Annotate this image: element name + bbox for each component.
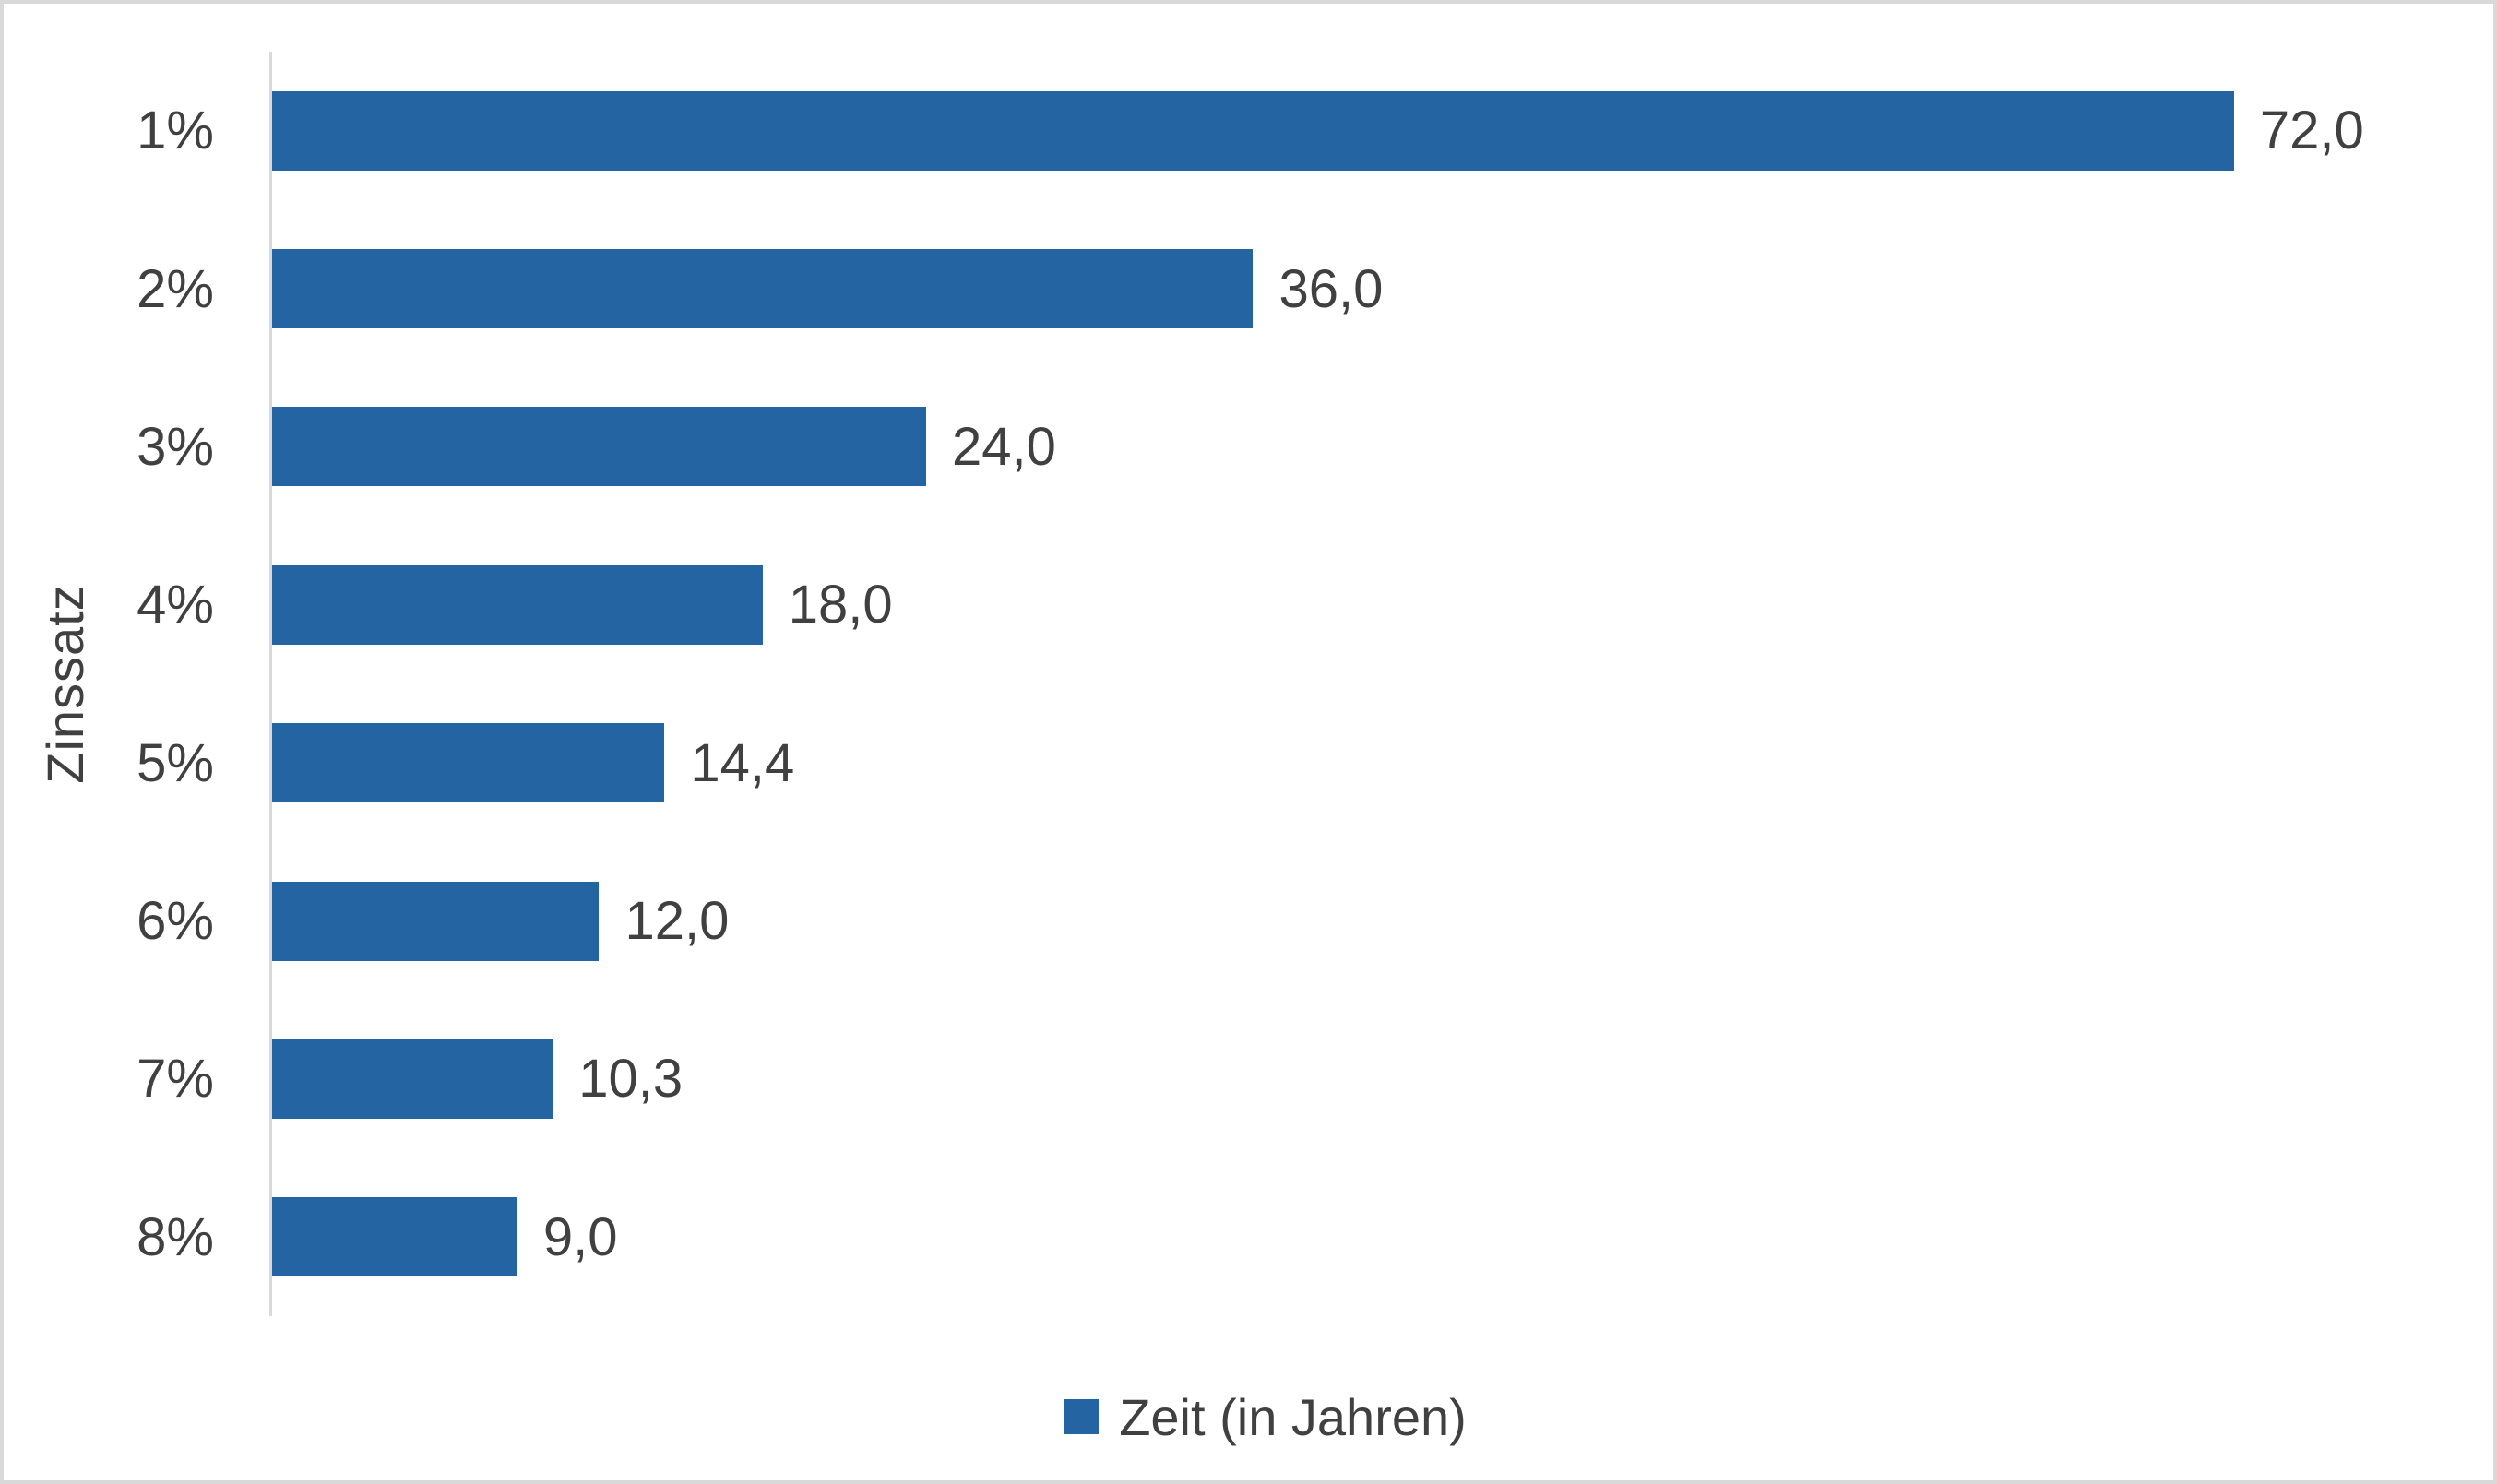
category-tick-label: 6% (137, 891, 214, 952)
bar (272, 723, 665, 803)
bar-row: 1% 72,0 (137, 52, 2477, 209)
category-tick-label: 8% (137, 1206, 214, 1267)
legend-label: Zeit (in Jahren) (1119, 1387, 1467, 1446)
legend: Zeit (in Jahren) (20, 1382, 2493, 1452)
bar (272, 1039, 553, 1119)
bar-row: 4% 18,0 (137, 526, 2477, 683)
category-tick-label: 1% (137, 101, 214, 161)
value-label: 12,0 (624, 891, 730, 952)
plot-area: 1% 72,0 2% 36,0 3% 24,0 4% 18,0 5% 14,4 6% 12,0 7% 10… (137, 52, 2477, 1316)
y-axis-line (269, 52, 272, 1316)
value-label: 9,0 (542, 1206, 618, 1267)
category-tick-label: 3% (137, 416, 214, 477)
value-label: 72,0 (2259, 101, 2364, 161)
value-label: 10,3 (578, 1049, 684, 1110)
bar-row: 6% 12,0 (137, 842, 2477, 1000)
bar-row: 7% 10,3 (137, 1000, 2477, 1158)
bar (272, 90, 2234, 171)
bar (272, 407, 926, 487)
category-tick-label: 2% (137, 258, 214, 319)
bar (272, 564, 763, 645)
legend-swatch-icon (1064, 1399, 1100, 1434)
value-label: 18,0 (788, 575, 893, 635)
value-label: 24,0 (951, 416, 1056, 477)
bar-row: 2% 36,0 (137, 209, 2477, 367)
bar-row: 3% 24,0 (137, 368, 2477, 526)
category-tick-label: 4% (137, 575, 214, 635)
bar-row: 5% 14,4 (137, 684, 2477, 842)
value-label: 36,0 (1278, 258, 1384, 319)
category-tick-label: 5% (137, 732, 214, 793)
bar-row: 8% 9,0 (137, 1158, 2477, 1316)
bar (272, 881, 600, 961)
category-tick-label: 7% (137, 1049, 214, 1110)
bar (272, 1197, 517, 1277)
bar (272, 249, 1254, 329)
value-label: 14,4 (690, 732, 795, 793)
